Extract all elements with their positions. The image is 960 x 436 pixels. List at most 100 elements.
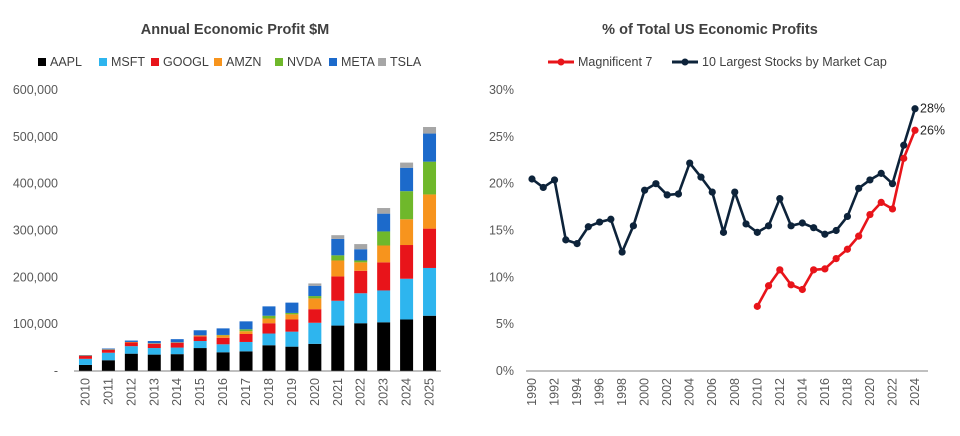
right-x-tick-label: 2010	[750, 378, 764, 406]
bar-amzn-2025	[423, 194, 436, 228]
bar-msft-2018	[262, 334, 275, 346]
bar-meta-2013	[148, 341, 161, 343]
bar-aapl-2020	[308, 344, 321, 371]
bar-tsla-2025	[423, 127, 436, 134]
bar-googl-2014	[171, 343, 184, 348]
right-x-tick-label: 2008	[728, 378, 742, 406]
left-x-tick-label: 2010	[78, 378, 92, 406]
legend-label-amzn: AMZN	[226, 55, 261, 69]
point-magnificent-7-2024	[911, 127, 918, 134]
bar-msft-2012	[125, 346, 138, 353]
bar-googl-2021	[331, 276, 344, 300]
bar-googl-2020	[308, 309, 321, 323]
bar-aapl-2023	[377, 322, 390, 371]
point-top-10-2005	[697, 174, 704, 181]
right-y-axis: 0%5%10%15%20%25%30%	[489, 83, 514, 378]
legend-label-nvda: NVDA	[287, 55, 322, 69]
point-magnificent-7-2010	[754, 303, 761, 310]
bar-aapl-2017	[240, 351, 253, 371]
left-x-tick-label: 2023	[377, 378, 391, 406]
bar-meta-2012	[125, 341, 138, 342]
right-x-tick-label: 2014	[795, 378, 809, 406]
point-magnificent-7-2014	[799, 286, 806, 293]
legend-label-aapl: AAPL	[50, 55, 82, 69]
bar-amzn-2017	[240, 331, 253, 334]
bar-meta-2016	[217, 328, 230, 335]
left-y-tick-label: -	[54, 364, 58, 378]
point-top-10-1997	[607, 216, 614, 223]
bar-meta-2019	[285, 303, 298, 313]
right-x-tick-label: 2020	[863, 378, 877, 406]
bar-aapl-2019	[285, 347, 298, 371]
bar-aapl-2010	[79, 365, 92, 371]
bar-msft-2021	[331, 301, 344, 326]
left-y-tick-label: 500,000	[13, 130, 58, 144]
point-top-10-1995	[585, 223, 592, 230]
left-y-tick-label: 100,000	[13, 317, 58, 331]
right-y-tick-label: 30%	[489, 83, 514, 97]
legend-swatch-meta	[329, 58, 337, 66]
point-magnificent-7-2011	[765, 282, 772, 289]
left-bars	[79, 127, 436, 371]
right-x-tick-label: 1998	[615, 378, 629, 406]
point-top-10-2003	[675, 190, 682, 197]
right-x-tick-label: 2004	[683, 378, 697, 406]
bar-googl-2018	[262, 323, 275, 333]
point-top-10-2019	[855, 185, 862, 192]
bar-amzn-2019	[285, 314, 298, 319]
point-top-10-2018	[844, 213, 851, 220]
point-top-10-2012	[776, 195, 783, 202]
bar-nvda-2019	[285, 313, 298, 314]
right-x-tick-label: 1992	[548, 378, 562, 406]
bar-googl-2022	[354, 271, 367, 293]
left-x-tick-label: 2020	[308, 378, 322, 406]
right-x-tick-label: 2022	[885, 378, 899, 406]
left-x-tick-label: 2017	[239, 378, 253, 406]
point-magnificent-7-2021	[878, 199, 885, 206]
point-top-10-1993	[562, 236, 569, 243]
bar-msft-2025	[423, 268, 436, 316]
point-top-10-2016	[821, 231, 828, 238]
point-magnificent-7-2013	[787, 281, 794, 288]
bar-amzn-2016	[217, 335, 230, 337]
bar-googl-2016	[217, 338, 230, 345]
right-lines: 28%26%	[528, 102, 945, 310]
bar-meta-2025	[423, 134, 436, 162]
bar-msft-2020	[308, 323, 321, 344]
bar-msft-2022	[354, 293, 367, 323]
bar-googl-2023	[377, 262, 390, 290]
point-top-10-2008	[731, 188, 738, 195]
bar-aapl-2011	[102, 360, 115, 371]
bar-googl-2013	[148, 344, 161, 348]
bar-meta-2018	[262, 306, 275, 315]
right-x-tick-label: 2018	[840, 378, 854, 406]
right-x-tick-label: 2000	[638, 378, 652, 406]
legend-label-tsla: TSLA	[390, 55, 422, 69]
bar-meta-2015	[194, 330, 207, 335]
bar-googl-2025	[423, 229, 436, 268]
left-x-tick-label: 2019	[285, 378, 299, 406]
point-top-10-2020	[866, 176, 873, 183]
point-top-10-2023	[900, 142, 907, 149]
bar-meta-2024	[400, 168, 413, 191]
point-top-10-2024	[911, 105, 918, 112]
left-y-tick-label: 200,000	[13, 270, 58, 284]
bar-googl-2011	[102, 350, 115, 353]
bar-googl-2024	[400, 245, 413, 279]
left-x-tick-label: 2025	[423, 378, 437, 406]
bar-amzn-2021	[331, 260, 344, 276]
left-y-axis: -100,000200,000300,000400,000500,000600,…	[13, 83, 58, 378]
bar-aapl-2012	[125, 354, 138, 371]
end-label-magnificent-7: 26%	[920, 123, 945, 137]
right-y-tick-label: 10%	[489, 270, 514, 284]
legend-marker-top-10	[682, 59, 689, 66]
point-magnificent-7-2023	[900, 155, 907, 162]
point-top-10-2002	[664, 191, 671, 198]
bar-tsla-2020	[308, 283, 321, 285]
right-y-tick-label: 25%	[489, 130, 514, 144]
share-of-us-economic-profits-chart: % of Total US Economic Profits Magnifice…	[489, 22, 945, 406]
right-x-tick-label: 1994	[570, 378, 584, 406]
